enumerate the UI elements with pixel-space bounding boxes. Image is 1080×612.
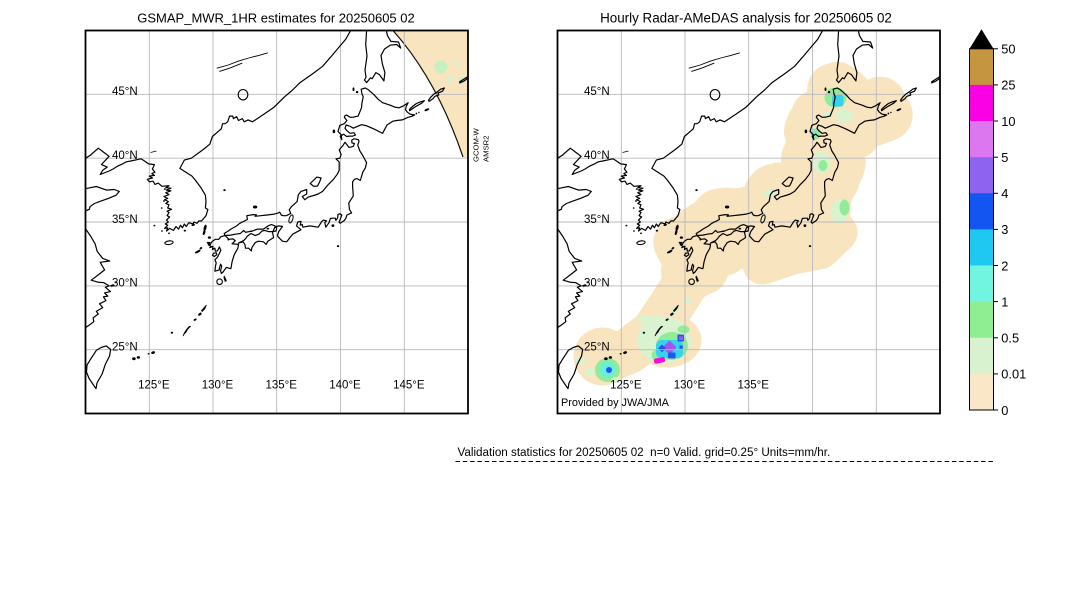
svg-text:25°N: 25°N [584, 342, 610, 354]
svg-text:4: 4 [1001, 186, 1008, 201]
svg-text:5: 5 [1001, 150, 1008, 165]
svg-text:135°E: 135°E [265, 380, 297, 392]
svg-text:AMSR2: AMSR2 [482, 136, 491, 163]
svg-text:30°N: 30°N [584, 278, 610, 290]
svg-text:1: 1 [1001, 294, 1008, 309]
svg-text:125°E: 125°E [138, 380, 170, 392]
svg-text:40°N: 40°N [112, 150, 138, 162]
svg-text:50: 50 [1001, 42, 1015, 57]
svg-text:130°E: 130°E [674, 380, 706, 392]
svg-text:135°E: 135°E [737, 380, 769, 392]
svg-text:125°E: 125°E [610, 380, 642, 392]
svg-text:35°N: 35°N [584, 214, 610, 226]
svg-text:10: 10 [1001, 114, 1015, 129]
svg-text:25: 25 [1001, 78, 1015, 93]
svg-text:GSMAP_MWR_1HR estimates for 20: GSMAP_MWR_1HR estimates for 20250605 02 [137, 10, 414, 25]
svg-text:0: 0 [1001, 403, 1008, 418]
svg-text:45°N: 45°N [584, 86, 610, 98]
svg-text:130°E: 130°E [202, 380, 234, 392]
svg-text:45°N: 45°N [112, 86, 138, 98]
svg-text:25°N: 25°N [112, 342, 138, 354]
svg-text:140°E: 140°E [329, 380, 361, 392]
svg-text:Hourly Radar-AMeDAS analysis f: Hourly Radar-AMeDAS analysis for 2025060… [600, 10, 892, 25]
svg-text:145°E: 145°E [393, 380, 425, 392]
svg-text:GCOM-W: GCOM-W [472, 128, 481, 162]
svg-text:Provided by JWA/JMA: Provided by JWA/JMA [561, 397, 670, 409]
svg-text:40°N: 40°N [584, 150, 610, 162]
svg-text:2: 2 [1001, 258, 1008, 273]
svg-text:0.5: 0.5 [1001, 331, 1019, 346]
svg-text:3: 3 [1001, 222, 1008, 237]
svg-text:0.01: 0.01 [1001, 367, 1026, 382]
svg-text:Validation statistics for 2025: Validation statistics for 20250605 02 n=… [458, 446, 831, 459]
svg-text:30°N: 30°N [112, 278, 138, 290]
svg-text:35°N: 35°N [112, 214, 138, 226]
